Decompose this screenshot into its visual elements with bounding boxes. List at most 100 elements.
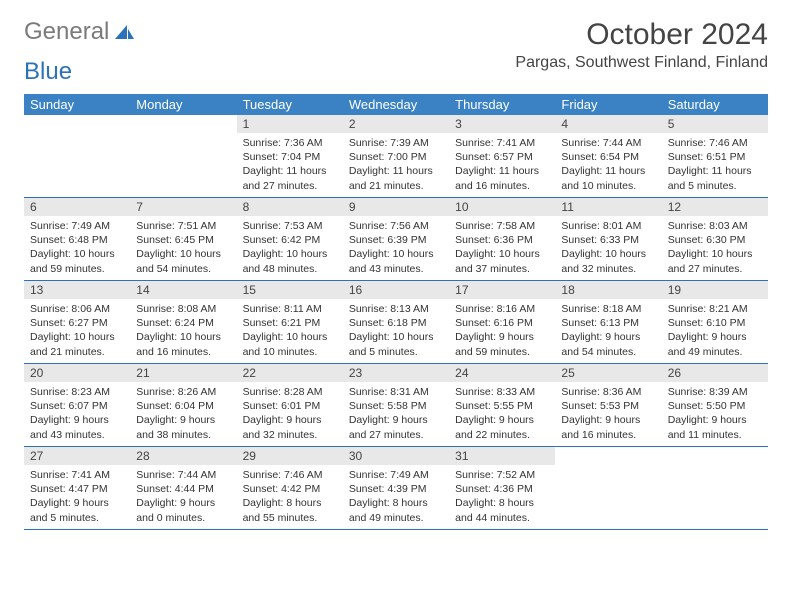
day-cell: 3Sunrise: 7:41 AMSunset: 6:57 PMDaylight… — [449, 115, 555, 197]
logo-sail-icon — [113, 23, 135, 41]
day-details: Sunrise: 7:53 AMSunset: 6:42 PMDaylight:… — [237, 216, 343, 280]
daylight-line: Daylight: 9 hours and 11 minutes. — [668, 413, 762, 441]
day-details: Sunrise: 7:36 AMSunset: 7:04 PMDaylight:… — [237, 133, 343, 197]
sunrise-line: Sunrise: 8:33 AM — [455, 385, 549, 399]
sunset-line: Sunset: 6:24 PM — [136, 316, 230, 330]
day-number: 8 — [237, 198, 343, 216]
sunrise-line: Sunrise: 7:41 AM — [455, 136, 549, 150]
day-details: Sunrise: 7:52 AMSunset: 4:36 PMDaylight:… — [449, 465, 555, 529]
sunset-line: Sunset: 6:48 PM — [30, 233, 124, 247]
day-cell: 12Sunrise: 8:03 AMSunset: 6:30 PMDayligh… — [662, 198, 768, 280]
day-cell: 17Sunrise: 8:16 AMSunset: 6:16 PMDayligh… — [449, 281, 555, 363]
sunset-line: Sunset: 6:07 PM — [30, 399, 124, 413]
day-number: 29 — [237, 447, 343, 465]
day-number: 10 — [449, 198, 555, 216]
sunset-line: Sunset: 6:36 PM — [455, 233, 549, 247]
day-details: Sunrise: 8:23 AMSunset: 6:07 PMDaylight:… — [24, 382, 130, 446]
day-cell: 14Sunrise: 8:08 AMSunset: 6:24 PMDayligh… — [130, 281, 236, 363]
daylight-line: Daylight: 9 hours and 54 minutes. — [561, 330, 655, 358]
day-details: Sunrise: 7:44 AMSunset: 4:44 PMDaylight:… — [130, 465, 236, 529]
sunrise-line: Sunrise: 8:21 AM — [668, 302, 762, 316]
day-number: 31 — [449, 447, 555, 465]
sunset-line: Sunset: 6:27 PM — [30, 316, 124, 330]
week-row: ..1Sunrise: 7:36 AMSunset: 7:04 PMDaylig… — [24, 115, 768, 198]
sunrise-line: Sunrise: 8:13 AM — [349, 302, 443, 316]
daylight-line: Daylight: 9 hours and 49 minutes. — [668, 330, 762, 358]
sunrise-line: Sunrise: 7:58 AM — [455, 219, 549, 233]
day-number: 22 — [237, 364, 343, 382]
day-details: Sunrise: 8:06 AMSunset: 6:27 PMDaylight:… — [24, 299, 130, 363]
sunrise-line: Sunrise: 7:44 AM — [561, 136, 655, 150]
sunrise-line: Sunrise: 7:46 AM — [668, 136, 762, 150]
sunrise-line: Sunrise: 7:51 AM — [136, 219, 230, 233]
daylight-line: Daylight: 11 hours and 21 minutes. — [349, 164, 443, 192]
sunset-line: Sunset: 6:16 PM — [455, 316, 549, 330]
sunrise-line: Sunrise: 8:18 AM — [561, 302, 655, 316]
sunset-line: Sunset: 6:04 PM — [136, 399, 230, 413]
weekday-tuesday: Tuesday — [237, 94, 343, 115]
day-number: 23 — [343, 364, 449, 382]
day-cell: 26Sunrise: 8:39 AMSunset: 5:50 PMDayligh… — [662, 364, 768, 446]
day-details: Sunrise: 7:58 AMSunset: 6:36 PMDaylight:… — [449, 216, 555, 280]
day-number: 12 — [662, 198, 768, 216]
day-number: 3 — [449, 115, 555, 133]
day-cell: 15Sunrise: 8:11 AMSunset: 6:21 PMDayligh… — [237, 281, 343, 363]
day-details: Sunrise: 7:39 AMSunset: 7:00 PMDaylight:… — [343, 133, 449, 197]
day-details: Sunrise: 7:49 AMSunset: 6:48 PMDaylight:… — [24, 216, 130, 280]
sunset-line: Sunset: 6:18 PM — [349, 316, 443, 330]
day-cell: 10Sunrise: 7:58 AMSunset: 6:36 PMDayligh… — [449, 198, 555, 280]
month-title: October 2024 — [515, 18, 768, 52]
empty-cell: . — [662, 447, 768, 529]
day-number: 26 — [662, 364, 768, 382]
daylight-line: Daylight: 10 hours and 27 minutes. — [668, 247, 762, 275]
day-number: 19 — [662, 281, 768, 299]
day-details: Sunrise: 8:11 AMSunset: 6:21 PMDaylight:… — [237, 299, 343, 363]
sunset-line: Sunset: 6:01 PM — [243, 399, 337, 413]
day-details: Sunrise: 8:13 AMSunset: 6:18 PMDaylight:… — [343, 299, 449, 363]
day-number: 7 — [130, 198, 236, 216]
daylight-line: Daylight: 8 hours and 44 minutes. — [455, 496, 549, 524]
sunrise-line: Sunrise: 8:06 AM — [30, 302, 124, 316]
day-number: 13 — [24, 281, 130, 299]
day-details: Sunrise: 8:39 AMSunset: 5:50 PMDaylight:… — [662, 382, 768, 446]
sunset-line: Sunset: 6:39 PM — [349, 233, 443, 247]
weekday-thursday: Thursday — [449, 94, 555, 115]
sunrise-line: Sunrise: 8:23 AM — [30, 385, 124, 399]
day-details: Sunrise: 7:56 AMSunset: 6:39 PMDaylight:… — [343, 216, 449, 280]
day-number: 2 — [343, 115, 449, 133]
sunset-line: Sunset: 6:13 PM — [561, 316, 655, 330]
weekday-friday: Friday — [555, 94, 661, 115]
day-cell: 7Sunrise: 7:51 AMSunset: 6:45 PMDaylight… — [130, 198, 236, 280]
sunset-line: Sunset: 6:57 PM — [455, 150, 549, 164]
day-cell: 19Sunrise: 8:21 AMSunset: 6:10 PMDayligh… — [662, 281, 768, 363]
day-cell: 31Sunrise: 7:52 AMSunset: 4:36 PMDayligh… — [449, 447, 555, 529]
daylight-line: Daylight: 9 hours and 27 minutes. — [349, 413, 443, 441]
sunset-line: Sunset: 5:53 PM — [561, 399, 655, 413]
day-cell: 23Sunrise: 8:31 AMSunset: 5:58 PMDayligh… — [343, 364, 449, 446]
daylight-line: Daylight: 9 hours and 38 minutes. — [136, 413, 230, 441]
daylight-line: Daylight: 9 hours and 22 minutes. — [455, 413, 549, 441]
day-cell: 29Sunrise: 7:46 AMSunset: 4:42 PMDayligh… — [237, 447, 343, 529]
weekday-sunday: Sunday — [24, 94, 130, 115]
weekday-saturday: Saturday — [662, 94, 768, 115]
logo-word2: Blue — [24, 58, 72, 85]
day-details: Sunrise: 7:41 AMSunset: 4:47 PMDaylight:… — [24, 465, 130, 529]
week-row: 6Sunrise: 7:49 AMSunset: 6:48 PMDaylight… — [24, 198, 768, 281]
day-number: 20 — [24, 364, 130, 382]
day-cell: 4Sunrise: 7:44 AMSunset: 6:54 PMDaylight… — [555, 115, 661, 197]
day-details: Sunrise: 7:51 AMSunset: 6:45 PMDaylight:… — [130, 216, 236, 280]
day-cell: 16Sunrise: 8:13 AMSunset: 6:18 PMDayligh… — [343, 281, 449, 363]
day-cell: 30Sunrise: 7:49 AMSunset: 4:39 PMDayligh… — [343, 447, 449, 529]
day-number: 4 — [555, 115, 661, 133]
day-cell: 21Sunrise: 8:26 AMSunset: 6:04 PMDayligh… — [130, 364, 236, 446]
day-number: 25 — [555, 364, 661, 382]
day-cell: 20Sunrise: 8:23 AMSunset: 6:07 PMDayligh… — [24, 364, 130, 446]
daylight-line: Daylight: 10 hours and 16 minutes. — [136, 330, 230, 358]
day-cell: 6Sunrise: 7:49 AMSunset: 6:48 PMDaylight… — [24, 198, 130, 280]
day-number: 30 — [343, 447, 449, 465]
day-number: 21 — [130, 364, 236, 382]
sunrise-line: Sunrise: 8:16 AM — [455, 302, 549, 316]
day-details: Sunrise: 7:46 AMSunset: 6:51 PMDaylight:… — [662, 133, 768, 197]
daylight-line: Daylight: 9 hours and 5 minutes. — [30, 496, 124, 524]
sunrise-line: Sunrise: 8:08 AM — [136, 302, 230, 316]
